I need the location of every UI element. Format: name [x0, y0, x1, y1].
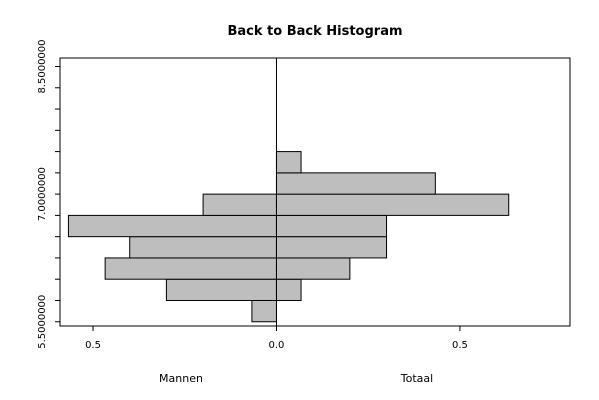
y-tick-label: 5.5000000 — [37, 295, 48, 349]
right-bar — [275, 257, 351, 280]
left-bar — [104, 257, 277, 280]
plot-frame — [59, 57, 571, 327]
y-axis: 5.5000000 7.0000000 8.5000000 — [37, 39, 60, 349]
right-bar — [275, 193, 510, 216]
right-bar — [275, 151, 302, 174]
left-group-label: Mannen — [159, 372, 203, 385]
right-bars — [275, 151, 510, 301]
left-bar — [129, 236, 277, 259]
x-tick-label: 0.0 — [269, 340, 285, 351]
right-group-label: Totaal — [400, 372, 433, 385]
left-bars — [67, 193, 277, 323]
left-bar — [202, 193, 277, 216]
y-tick-label: 8.5000000 — [37, 39, 48, 93]
chart-title: Back to Back Histogram — [227, 24, 402, 39]
left-bar — [67, 214, 277, 238]
left-bar — [165, 278, 277, 301]
right-bar — [275, 214, 388, 238]
right-bar — [275, 236, 388, 259]
left-bar — [251, 299, 277, 323]
x-axis: 0.5 0.0 0.5 — [85, 326, 468, 351]
right-bar — [275, 278, 302, 301]
x-tick-label: 0.5 — [452, 340, 468, 351]
y-tick-label: 7.0000000 — [37, 167, 48, 221]
x-tick-label: 0.5 — [85, 340, 101, 351]
right-bar — [275, 172, 436, 195]
